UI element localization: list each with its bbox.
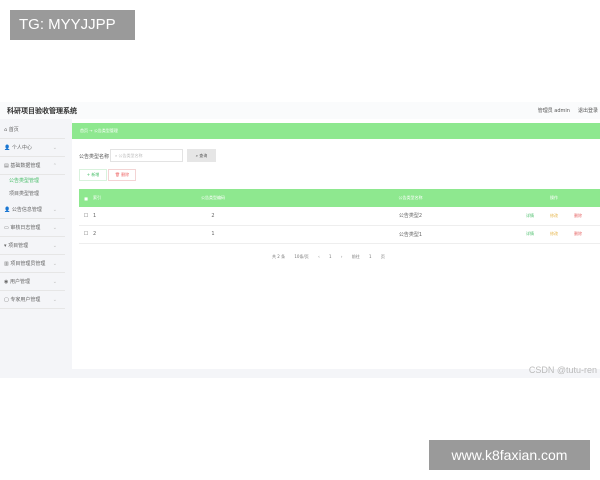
chevron-down-icon: ⌄: [52, 207, 57, 213]
sidebar: ⌂ 首页 👤 个人中心 ⌄ ▤ 基础数据管理 ⌃ 公告类型管理 项目类型管理 👤 公…: [0, 121, 65, 309]
sidebar-item-project[interactable]: ▾ 项目管理 ⌄: [0, 237, 65, 255]
app-title: 科研项目验收管理系统: [7, 107, 77, 115]
search-button[interactable]: ⌕ 查询: [187, 149, 216, 162]
sidebar-item-audit-log[interactable]: ▭ 审核日志管理 ⌄: [0, 219, 65, 237]
chevron-down-icon: ⌄: [52, 145, 57, 151]
row-checkbox[interactable]: ☐: [79, 207, 93, 226]
main-content: 首页 → 公告类型管理 公告类型名称 ⌕ 公告类型名称 ⌕ 查询 + 新增 🗑 …: [72, 119, 600, 369]
row-checkbox[interactable]: ☐: [79, 225, 93, 244]
logout-link[interactable]: 退出登录: [577, 108, 598, 114]
breadcrumb: 首页 → 公告类型管理: [72, 123, 600, 139]
column-header: 公告类型名称: [313, 189, 508, 207]
data-table: ■ 索引 公告类型编码 公告类型名称 操作 ☐ 1 2 公告类型2 详情 修改 删除…: [79, 189, 600, 244]
chevron-up-icon: ⌃: [52, 163, 57, 169]
top-bar: 科研项目验收管理系统 管理员 admin 退出登录: [0, 102, 600, 119]
chevron-down-icon: ⌄: [52, 243, 57, 249]
search-input[interactable]: ⌕ 公告类型名称: [110, 149, 183, 162]
search-button-label: 查询: [199, 153, 208, 158]
sidebar-item-project-admin[interactable]: ▥ 项目管理员管理 ⌄: [0, 255, 65, 273]
column-header: 操作: [508, 189, 600, 207]
add-button[interactable]: + 新增: [79, 169, 107, 181]
page-unit: 页: [380, 254, 385, 259]
user-label: 管理员 admin: [537, 108, 570, 114]
sidebar-item-experts[interactable]: ▢ 专家用户管理 ⌄: [0, 291, 65, 309]
sidebar-item-label: 用户管理: [9, 279, 30, 285]
breadcrumb-separator: →: [89, 128, 93, 133]
goto-input[interactable]: 1: [368, 254, 372, 259]
cell-name: 公告类型1: [313, 225, 508, 244]
sidebar-item-notice[interactable]: 👤 公告信息管理 ⌄: [0, 201, 65, 219]
delete-row-button[interactable]: 删除: [574, 212, 582, 218]
chevron-down-icon: ⌄: [52, 279, 57, 285]
watermark-tg: TG: MYYJJPP: [10, 10, 135, 40]
sidebar-item-profile[interactable]: 👤 个人中心 ⌄: [0, 139, 65, 157]
search-placeholder: 公告类型名称: [118, 153, 143, 158]
sidebar-item-basic-data[interactable]: ▤ 基础数据管理 ⌃: [0, 157, 65, 175]
page-size-select[interactable]: 10条/页: [294, 254, 309, 259]
cell-code: 2: [113, 207, 313, 226]
chevron-down-icon: ⌄: [52, 297, 57, 303]
table-row: ☐ 2 1 公告类型1 详情 修改 删除: [79, 225, 600, 244]
detail-button[interactable]: 详情: [526, 212, 534, 218]
table-header: ■ 索引 公告类型编码 公告类型名称 操作: [79, 189, 600, 207]
prev-page-button[interactable]: ‹: [318, 254, 320, 259]
sidebar-item-users[interactable]: ◉ 用户管理 ⌄: [0, 273, 65, 291]
app-window: 科研项目验收管理系统 管理员 admin 退出登录 ⌂ 首页 👤 个人中心 ⌄ ▤ …: [0, 102, 600, 378]
edit-button[interactable]: 修改: [550, 212, 558, 218]
goto-label: 前往: [351, 254, 360, 259]
sidebar-item-label: 公告信息管理: [11, 207, 42, 213]
sidebar-subitem-notice-type[interactable]: 公告类型管理: [9, 178, 40, 184]
delete-row-button[interactable]: 删除: [574, 231, 582, 236]
sidebar-subitem-project-type[interactable]: 项目类型管理: [9, 191, 40, 197]
next-page-button[interactable]: ›: [340, 254, 343, 259]
sidebar-item-label: 审核日志管理: [10, 225, 41, 231]
search-label: 公告类型名称: [79, 154, 110, 160]
breadcrumb-home[interactable]: 首页: [80, 128, 88, 133]
total-count: 共 2 条: [272, 254, 286, 259]
pagination: 共 2 条 10条/页 ‹ 1 › 前往 1 页: [272, 254, 393, 260]
column-header: 索引: [93, 189, 113, 207]
cell-index: 2: [93, 225, 113, 244]
breadcrumb-current: 公告类型管理: [93, 128, 118, 133]
cell-name: 公告类型2: [313, 207, 508, 226]
sidebar-item-label: 基础数据管理: [10, 163, 41, 169]
chevron-down-icon: ⌄: [52, 261, 57, 267]
add-button-label: 新增: [91, 172, 100, 177]
sidebar-item-label: 个人中心: [11, 145, 32, 151]
watermark-site: www.k8faxian.com: [429, 440, 590, 470]
delete-button-label: 删除: [121, 172, 130, 177]
search-icon: ⌕: [115, 153, 118, 158]
delete-button[interactable]: 🗑 删除: [108, 169, 136, 181]
sidebar-item-label: 首页: [8, 127, 19, 133]
sidebar-item-label: 项目管理: [8, 243, 29, 249]
watermark-csdn: CSDN @tutu-ren: [528, 365, 597, 375]
select-all-checkbox[interactable]: ■: [79, 189, 93, 207]
detail-button[interactable]: 详情: [526, 231, 534, 236]
chevron-down-icon: ⌄: [52, 225, 57, 231]
edit-button[interactable]: 修改: [550, 231, 558, 236]
sidebar-item-label: 专家用户管理: [10, 297, 41, 303]
cell-index: 1: [93, 207, 113, 226]
sidebar-item-label: 项目管理员管理: [10, 261, 46, 267]
cell-code: 1: [113, 225, 313, 244]
table-row: ☐ 1 2 公告类型2 详情 修改 删除: [79, 207, 600, 226]
sidebar-item-home[interactable]: ⌂ 首页: [0, 121, 65, 139]
page-number[interactable]: 1: [328, 254, 332, 259]
column-header: 公告类型编码: [113, 189, 313, 207]
